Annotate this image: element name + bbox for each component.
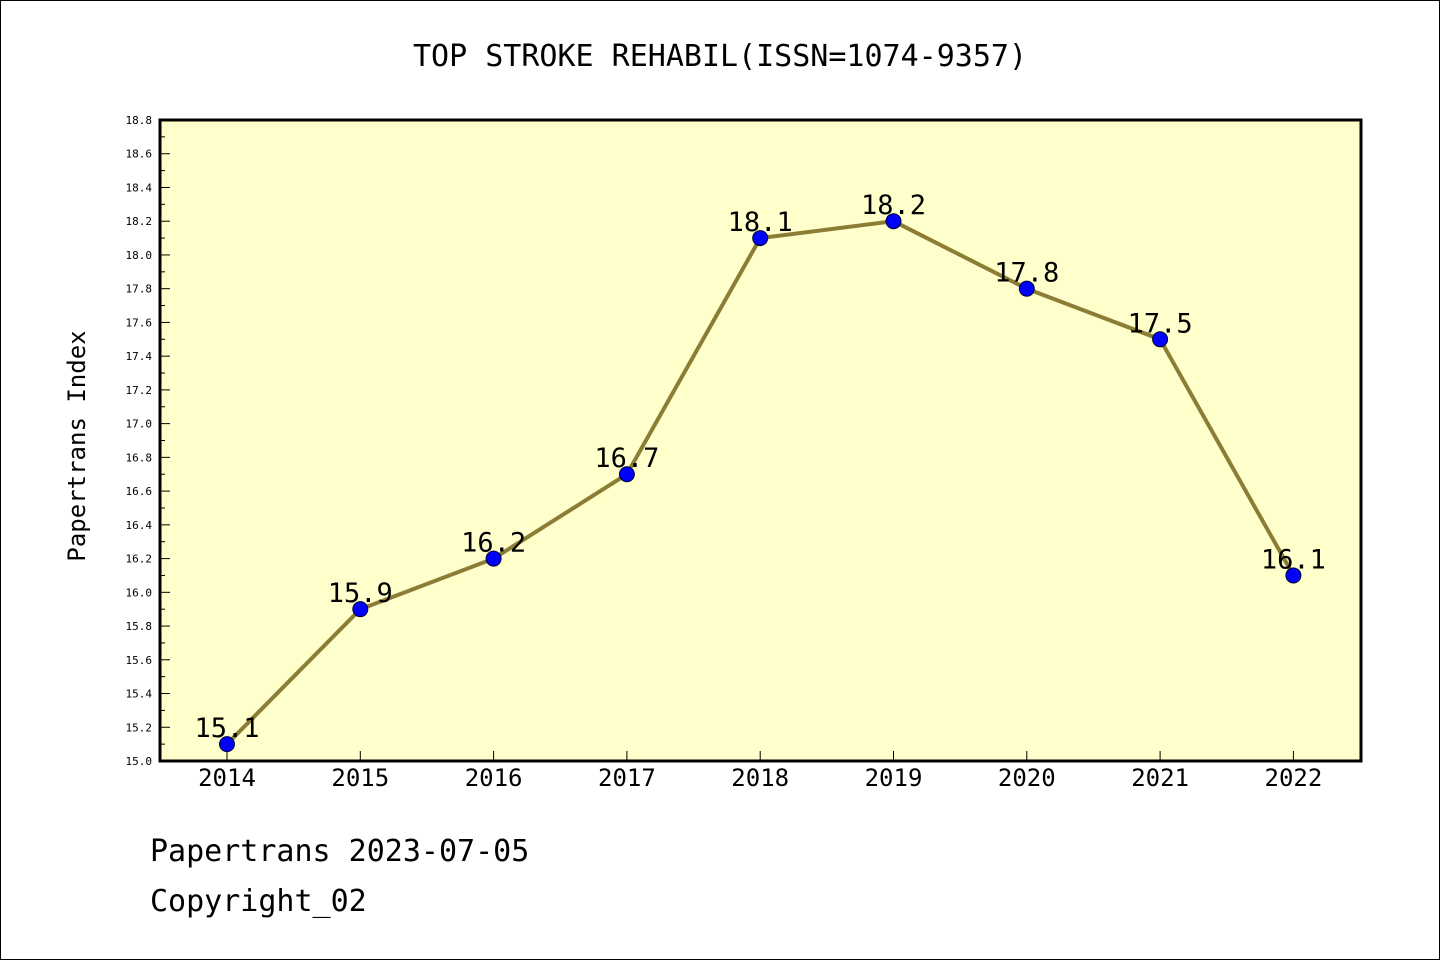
data-point — [485, 550, 502, 567]
data-label: 16.1 — [1261, 544, 1326, 575]
y-axis: 15.0 15.2 15.4 15.6 15.8 16.0 16.2 16.4 16.6 16.8… — [126, 114, 170, 768]
y-tick-label: 18.0 — [126, 249, 153, 262]
footer-copyright: Copyright_02 — [150, 884, 367, 919]
data-point — [352, 601, 369, 618]
data-point — [618, 466, 635, 483]
y-tick-label: 18.8 — [126, 114, 153, 127]
y-tick-label: 17.4 — [126, 350, 153, 363]
y-tick-label: 16.2 — [126, 553, 153, 566]
data-labels: 15.1 15.9 16.2 16.7 18.1 18.2 17.8 17.5 16.1 — [194, 190, 1325, 744]
y-tick-label: 17.2 — [126, 384, 153, 397]
y-tick-label: 15.2 — [126, 721, 153, 734]
x-tick-label: 2021 — [1131, 764, 1189, 792]
plot-area — [160, 120, 1361, 761]
data-point — [885, 213, 902, 230]
x-tick-label: 2016 — [465, 764, 523, 792]
y-tick-label: 15.0 — [126, 755, 153, 768]
y-tick-label: 16.6 — [126, 485, 153, 498]
data-point — [1018, 280, 1035, 297]
data-label: 17.5 — [1128, 308, 1193, 339]
data-label: 16.2 — [461, 528, 526, 559]
data-label: 18.2 — [861, 190, 926, 221]
data-label: 15.1 — [194, 713, 259, 744]
y-tick-label: 18.2 — [126, 215, 153, 228]
plot-border — [158, 118, 1363, 763]
x-tick-label: 2022 — [1265, 764, 1323, 792]
y-tick-label: 16.8 — [126, 451, 153, 464]
y-tick-label: 18.6 — [126, 148, 153, 161]
y-tick-label: 16.0 — [126, 586, 153, 599]
y-tick-label: 15.6 — [126, 654, 153, 667]
data-label: 16.7 — [594, 443, 659, 474]
y-tick-label: 16.4 — [126, 519, 153, 532]
y-tick-label: 18.4 — [126, 181, 153, 194]
y-tick-label: 15.8 — [126, 620, 153, 633]
data-points — [219, 213, 1302, 753]
data-label: 18.1 — [728, 207, 793, 238]
data-point — [752, 230, 769, 247]
x-tick-label: 2017 — [598, 764, 656, 792]
data-label: 17.8 — [994, 258, 1059, 289]
y-tick-label: 15.4 — [126, 688, 153, 701]
data-point — [219, 736, 235, 753]
data-point — [1285, 567, 1302, 584]
y-tick-label: 17.0 — [126, 418, 153, 431]
y-axis-label: Papertrans Index — [63, 330, 91, 561]
y-tick-label: 17.6 — [126, 316, 153, 329]
x-tick-label: 2019 — [865, 764, 923, 792]
chart-title: TOP STROKE REHABIL(ISSN=1074-9357) — [413, 39, 1027, 74]
x-tick-label: 2015 — [331, 764, 389, 792]
y-tick-label: 17.8 — [126, 283, 153, 296]
data-label: 15.9 — [328, 578, 393, 609]
footer-date: Papertrans 2023-07-05 — [150, 834, 530, 869]
x-axis: 2014 2015 2016 2017 2018 2019 2020 2021 2022 — [198, 751, 1322, 792]
x-tick-label: 2018 — [731, 764, 789, 792]
data-point — [1152, 331, 1169, 348]
x-tick-label: 2020 — [998, 764, 1056, 792]
x-tick-label: 2014 — [198, 764, 256, 792]
